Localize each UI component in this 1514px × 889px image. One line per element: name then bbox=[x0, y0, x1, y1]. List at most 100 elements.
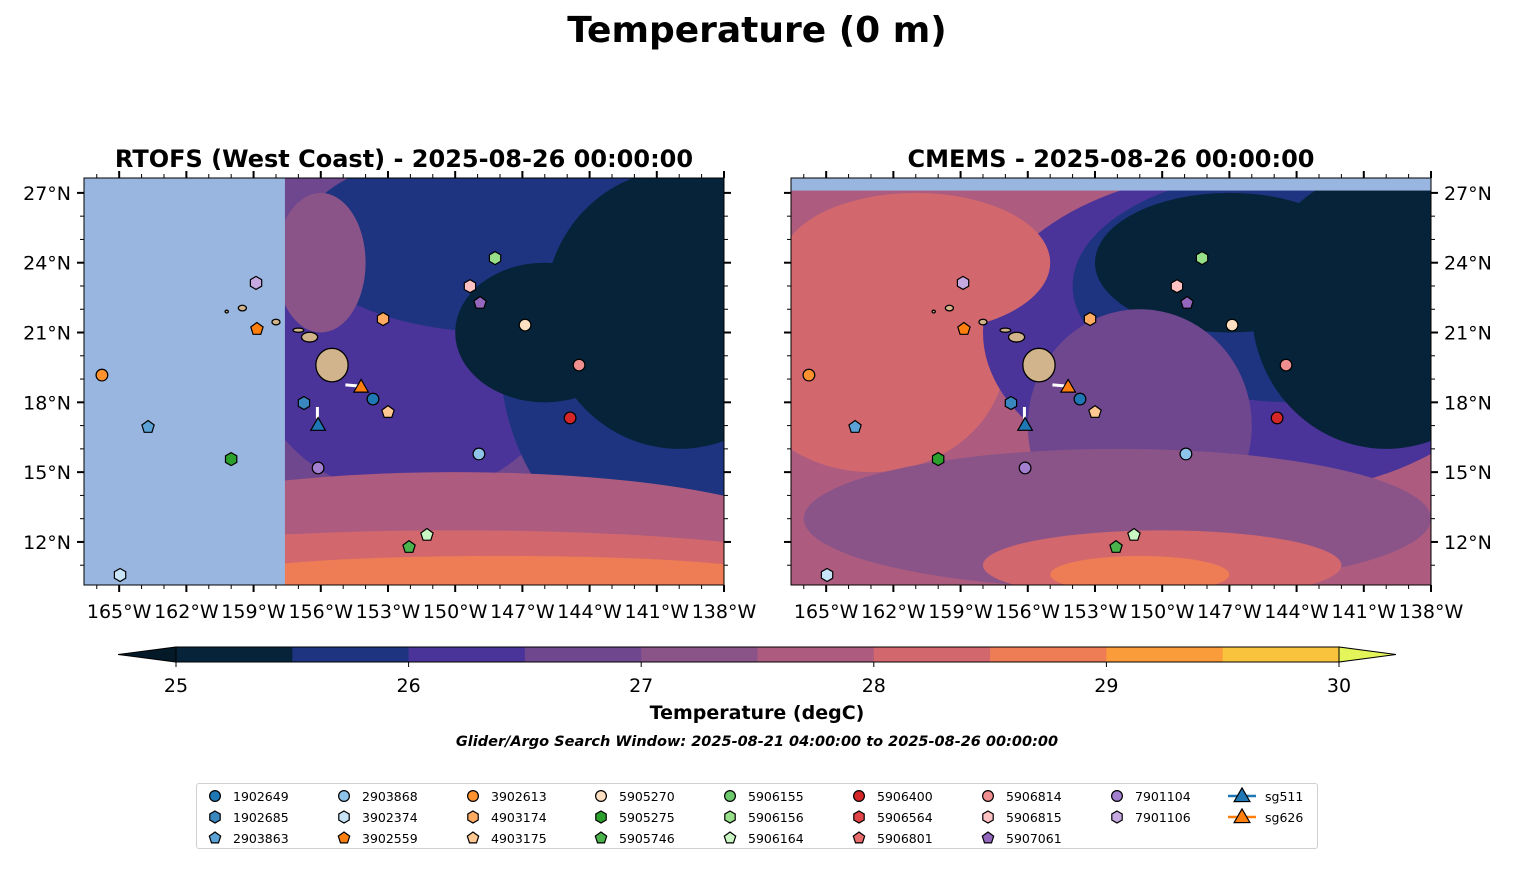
legend-item-3902613: 3902613 bbox=[463, 787, 547, 805]
legend-item-4903174: 4903174 bbox=[463, 808, 547, 826]
legend-label: 4903174 bbox=[491, 809, 547, 825]
y-tick-label: 27°N bbox=[23, 183, 71, 205]
colorbar-tick-label: 25 bbox=[164, 675, 188, 697]
island-icon bbox=[300, 331, 319, 343]
no-data-region bbox=[791, 178, 1431, 191]
colorbar-segment bbox=[1106, 647, 1224, 662]
legend-item-5906564: 5906564 bbox=[849, 808, 933, 826]
legend-label: 7901104 bbox=[1135, 788, 1191, 804]
legend-hexagon-icon bbox=[853, 810, 865, 824]
marker-5906814 bbox=[1279, 358, 1293, 372]
legend-pentagon-icon bbox=[337, 831, 351, 844]
x-tick-label: 156°W bbox=[288, 601, 353, 623]
colorbar-tick-label: 30 bbox=[1327, 675, 1351, 697]
legend-item-3902559: 3902559 bbox=[334, 829, 418, 847]
marker-5905270 bbox=[1225, 318, 1239, 332]
legend-circle-icon bbox=[1110, 789, 1124, 803]
no-data-region bbox=[84, 178, 285, 585]
marker-sg626 bbox=[352, 378, 370, 393]
legend-label: 5905275 bbox=[619, 809, 675, 825]
x-tick-label: 153°W bbox=[356, 601, 421, 623]
marker-5905270 bbox=[518, 318, 532, 332]
x-tick-label: 165°W bbox=[87, 601, 152, 623]
temperature-field bbox=[791, 178, 1431, 585]
colorbar-tick-label: 26 bbox=[397, 675, 421, 697]
x-tick-label: 147°W bbox=[490, 601, 555, 623]
marker-5906815 bbox=[1170, 279, 1184, 294]
marker-3902559 bbox=[250, 321, 264, 335]
temperature-field bbox=[84, 178, 724, 585]
legend-label: 5906814 bbox=[1006, 788, 1062, 804]
legend-pentagon-icon bbox=[594, 831, 608, 844]
marker-5906400 bbox=[1270, 411, 1284, 425]
marker-7901106 bbox=[249, 275, 263, 291]
legend-item-5905270: 5905270 bbox=[591, 787, 675, 805]
marker-3902613 bbox=[95, 368, 109, 382]
legend-item-7901104: 7901104 bbox=[1107, 787, 1191, 805]
legend-label: 3902374 bbox=[362, 809, 418, 825]
marker-3902613 bbox=[802, 368, 816, 382]
marker-3902559 bbox=[957, 321, 971, 335]
legend-label: 4903175 bbox=[491, 830, 547, 846]
legend-label: 1902685 bbox=[233, 809, 289, 825]
legend-item-sg626: sg626 bbox=[1227, 808, 1303, 826]
marker-1902649 bbox=[1073, 392, 1087, 406]
marker-5906814 bbox=[572, 358, 586, 372]
y-tick-label: 27°N bbox=[1444, 183, 1492, 205]
marker-3902374 bbox=[820, 567, 834, 583]
marker-5906164 bbox=[1127, 527, 1141, 541]
search-window-subtitle: Glider/Argo Search Window: 2025-08-21 04… bbox=[456, 734, 1058, 750]
x-tick-label: 144°W bbox=[1264, 601, 1329, 623]
marker-1902649 bbox=[366, 392, 380, 406]
legend-hexagon-icon bbox=[467, 810, 479, 824]
legend-circle-icon bbox=[594, 789, 608, 803]
x-tick-label: 153°W bbox=[1063, 601, 1128, 623]
legend-label: 5906801 bbox=[877, 830, 933, 846]
legend-item-1902685: 1902685 bbox=[205, 808, 289, 826]
legend-hexagon-icon bbox=[982, 810, 994, 824]
legend-pentagon-icon bbox=[208, 831, 222, 844]
y-tick-label: 15°N bbox=[23, 462, 71, 484]
colorbar-under-extend bbox=[117, 646, 177, 663]
legend-item-5906400: 5906400 bbox=[849, 787, 933, 805]
x-tick-label: 159°W bbox=[221, 601, 286, 623]
legend-circle-icon bbox=[208, 789, 222, 803]
map-frame bbox=[83, 177, 725, 586]
marker-1902685 bbox=[1004, 395, 1018, 411]
legend-circle-icon bbox=[852, 789, 866, 803]
marker-5907061 bbox=[473, 295, 487, 309]
glider-track-sg626 bbox=[345, 383, 359, 388]
x-tick-label: 141°W bbox=[625, 601, 690, 623]
legend-pentagon-icon bbox=[852, 831, 866, 844]
marker-5905275 bbox=[224, 451, 238, 467]
legend-item-5906801: 5906801 bbox=[849, 829, 933, 847]
legend-label: 5906156 bbox=[748, 809, 804, 825]
legend-hexagon-icon bbox=[595, 810, 607, 824]
y-tick-label: 18°N bbox=[1444, 392, 1492, 414]
legend-item-2903863: 2903863 bbox=[205, 829, 289, 847]
marker-5906156 bbox=[488, 250, 502, 266]
marker-2903863 bbox=[141, 419, 155, 433]
x-tick-label: 138°W bbox=[692, 601, 757, 623]
legend-pentagon-icon bbox=[466, 831, 480, 844]
colorbar-label: Temperature (degC) bbox=[650, 702, 865, 724]
y-tick-label: 21°N bbox=[1444, 323, 1492, 345]
legend-item-5905746: 5905746 bbox=[591, 829, 675, 847]
x-tick-label: 150°W bbox=[1130, 601, 1195, 623]
marker-5907061 bbox=[1180, 295, 1194, 309]
legend-item-5907061: 5907061 bbox=[978, 829, 1062, 847]
legend-label: 5906564 bbox=[877, 809, 933, 825]
colorbar-segment bbox=[176, 647, 293, 662]
legend-item-5906155: 5906155 bbox=[720, 787, 804, 805]
colorbar-segment bbox=[990, 647, 1107, 662]
legend-item-5905275: 5905275 bbox=[591, 808, 675, 826]
y-tick-label: 21°N bbox=[23, 323, 71, 345]
marker-5905746 bbox=[402, 539, 416, 553]
marker-5906156 bbox=[1195, 250, 1209, 266]
marker-5906400 bbox=[563, 411, 577, 425]
legend-label: 3902613 bbox=[491, 788, 547, 804]
legend: 1902649 1902685 2903863 2903868 3902374 39025… bbox=[196, 783, 1318, 849]
x-tick-label: 156°W bbox=[995, 601, 1060, 623]
marker-5906815 bbox=[463, 279, 477, 294]
